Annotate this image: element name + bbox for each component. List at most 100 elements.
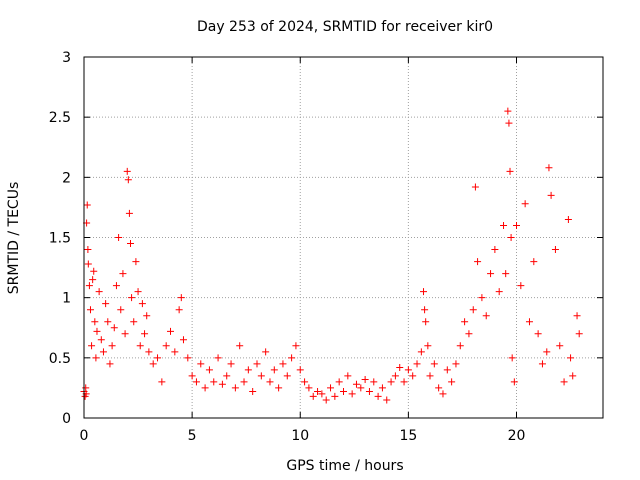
data-point	[564, 215, 572, 223]
data-point	[530, 258, 538, 266]
data-point	[171, 348, 179, 356]
data-point	[521, 200, 529, 208]
data-point	[84, 246, 92, 254]
data-point	[335, 378, 343, 386]
data-point	[525, 318, 533, 326]
data-point	[426, 372, 434, 380]
data-point	[422, 318, 430, 326]
data-point	[573, 312, 581, 320]
data-point	[361, 375, 369, 383]
data-point	[240, 378, 248, 386]
data-point	[340, 388, 347, 396]
data-point	[495, 288, 503, 296]
data-point	[331, 392, 339, 400]
data-point	[218, 380, 226, 388]
data-point	[162, 342, 170, 350]
plot-frame	[83, 56, 604, 419]
data-point	[275, 384, 283, 392]
data-point	[266, 378, 274, 386]
data-point	[430, 360, 438, 368]
data-point	[249, 388, 257, 396]
data-point	[404, 366, 412, 374]
data-point	[569, 372, 577, 380]
x-tick-label: 10	[291, 428, 309, 444]
data-point	[508, 354, 516, 362]
x-tick-label: 5	[188, 428, 197, 444]
data-point	[420, 288, 428, 296]
data-point	[149, 360, 157, 368]
data-point	[547, 191, 555, 199]
data-point	[102, 300, 110, 308]
y-tick-label: 1	[62, 291, 71, 307]
data-point	[231, 384, 239, 392]
data-point	[448, 378, 456, 386]
data-point	[545, 164, 553, 172]
data-point	[95, 288, 103, 296]
data-point	[301, 378, 309, 386]
data-point	[461, 318, 469, 326]
data-point	[439, 390, 447, 398]
data-point	[124, 176, 132, 184]
data-point	[575, 330, 583, 338]
data-point	[115, 234, 123, 241]
data-point	[112, 282, 120, 290]
data-point	[352, 380, 360, 388]
data-point	[223, 372, 231, 380]
data-point	[391, 372, 399, 380]
data-point	[474, 258, 482, 266]
data-point	[132, 258, 140, 266]
data-point	[130, 318, 138, 326]
data-point	[214, 354, 222, 362]
data-point	[136, 342, 144, 350]
data-point	[374, 392, 382, 400]
data-point	[534, 330, 542, 338]
data-point	[93, 327, 101, 335]
data-point	[327, 384, 335, 392]
y-tick-label: 0.5	[49, 351, 71, 367]
data-point	[471, 183, 479, 191]
data-point	[465, 330, 473, 338]
data-point	[91, 318, 99, 326]
data-point	[85, 282, 93, 290]
data-point	[175, 306, 183, 314]
data-point	[99, 348, 107, 356]
data-point	[314, 388, 322, 396]
data-point	[478, 294, 486, 302]
data-point	[141, 330, 149, 338]
tick-labels: 0 5 10 15 20 0 0.5 1 1.5 2 2.5 3	[49, 50, 526, 444]
data-point	[296, 366, 304, 374]
data-point	[378, 384, 386, 392]
data-point	[567, 354, 575, 362]
data-point	[491, 246, 499, 254]
data-point	[318, 390, 326, 398]
data-point	[487, 270, 495, 278]
data-point	[119, 270, 127, 278]
data-point	[167, 327, 174, 335]
data-point	[188, 372, 196, 380]
data-point	[86, 306, 94, 314]
data-point	[179, 336, 187, 344]
data-point	[469, 306, 477, 314]
data-point	[110, 324, 118, 332]
data-point	[201, 384, 209, 392]
data-point	[443, 366, 451, 374]
y-tick-label: 1.5	[49, 231, 71, 247]
data-point	[184, 354, 192, 362]
data-point	[456, 342, 464, 350]
data-point	[504, 107, 512, 115]
y-tick-label: 3	[62, 50, 71, 66]
data-point	[177, 294, 185, 302]
data-point	[421, 306, 429, 314]
data-point	[357, 384, 365, 392]
data-point	[210, 378, 218, 386]
data-point	[344, 372, 352, 380]
y-tick-label: 0	[62, 411, 71, 427]
data-point	[236, 342, 244, 350]
data-point	[400, 378, 408, 386]
data-point	[543, 348, 551, 356]
data-point	[417, 348, 425, 356]
data-point	[365, 388, 373, 396]
data-point	[513, 221, 520, 229]
x-tick-label: 20	[508, 428, 526, 444]
